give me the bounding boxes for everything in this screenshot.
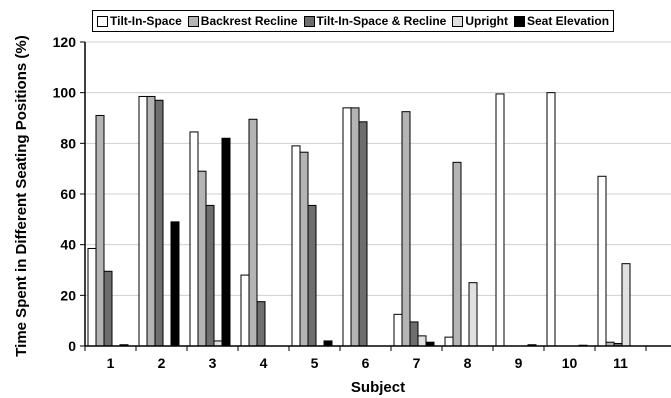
bar-seat-elevation-subject-3 bbox=[221, 137, 231, 347]
bar-upright-subject-7 bbox=[417, 335, 427, 347]
bar-tilt-in-space-subject-6 bbox=[342, 107, 352, 347]
y-tick-label: 0 bbox=[68, 338, 76, 354]
x-tick-label: 1 bbox=[107, 355, 115, 371]
bar-backrest-recline-subject-3 bbox=[197, 170, 207, 347]
y-tick-labels: 0 20 40 60 80 100 120 bbox=[53, 34, 77, 354]
y-tick-label: 80 bbox=[60, 135, 76, 151]
bar-tilt-in-space-recline-subject-4 bbox=[256, 301, 266, 347]
bar-tilt-in-space-subject-7 bbox=[393, 313, 403, 347]
bar-tilt-in-space-subject-11 bbox=[597, 175, 607, 347]
bar-tilt-in-space-recline-subject-7 bbox=[409, 321, 419, 347]
bar-tilt-in-space-recline-subject-1 bbox=[103, 270, 113, 347]
bar-tilt-in-space-subject-5 bbox=[291, 145, 301, 347]
x-tick-label: 10 bbox=[562, 355, 578, 371]
legend-label: Backrest Recline bbox=[200, 14, 298, 28]
bar-tilt-in-space-subject-2 bbox=[138, 95, 148, 347]
y-axis-title: Time Spent in Different Seating Position… bbox=[13, 35, 30, 356]
bar-upright-subject-11 bbox=[621, 263, 631, 347]
bar-backrest-recline-subject-8 bbox=[452, 161, 462, 347]
legend-swatch bbox=[514, 15, 525, 27]
bar-backrest-recline-subject-7 bbox=[401, 111, 411, 347]
x-tick-label: 4 bbox=[260, 355, 268, 371]
x-tick-label: 3 bbox=[209, 355, 217, 371]
legend-label: Tilt-In-Space & Recline bbox=[316, 14, 447, 28]
bars-group bbox=[87, 92, 631, 347]
x-tick-label: 2 bbox=[158, 355, 166, 371]
y-tick-label: 120 bbox=[53, 34, 77, 50]
y-tick-label: 40 bbox=[60, 237, 76, 253]
legend-swatch bbox=[97, 15, 108, 27]
bar-backrest-recline-subject-5 bbox=[299, 151, 309, 347]
legend: Tilt-In-Space Backrest Recline Tilt-In-Spa… bbox=[92, 10, 615, 32]
x-tick-labels: 1 2 3 4 5 6 7 8 9 10 11 bbox=[107, 355, 629, 371]
bar-tilt-in-space-subject-10 bbox=[546, 92, 556, 347]
legend-swatch bbox=[303, 15, 315, 27]
y-tick-label: 100 bbox=[53, 85, 77, 101]
bar-tilt-in-space-subject-8 bbox=[444, 336, 454, 347]
legend-item: Backrest Recline bbox=[187, 14, 298, 28]
x-tick-label: 8 bbox=[464, 355, 472, 371]
gridlines bbox=[85, 41, 671, 296]
bar-seat-elevation-subject-2 bbox=[170, 221, 180, 347]
x-tick-label: 6 bbox=[362, 355, 370, 371]
legend-item: Tilt-In-Space bbox=[97, 14, 182, 28]
x-tick-label: 11 bbox=[613, 355, 628, 371]
bar-tilt-in-space-recline-subject-2 bbox=[154, 99, 164, 347]
legend-swatch bbox=[187, 15, 199, 27]
bar-backrest-recline-subject-6 bbox=[350, 107, 360, 347]
bar-tilt-in-space-subject-9 bbox=[495, 93, 505, 347]
x-tick-label: 5 bbox=[311, 355, 319, 371]
y-tick-label: 60 bbox=[60, 186, 76, 202]
legend-label: Seat Elevation bbox=[527, 14, 610, 28]
legend-swatch bbox=[452, 15, 464, 27]
legend-label: Tilt-In-Space bbox=[110, 14, 182, 28]
x-tick-label: 7 bbox=[413, 355, 421, 371]
bar-tilt-in-space-subject-3 bbox=[189, 131, 199, 347]
x-tick-label: 9 bbox=[515, 355, 523, 371]
x-axis-title: Subject bbox=[351, 379, 405, 396]
legend-item: Upright bbox=[452, 14, 508, 28]
axes bbox=[80, 41, 671, 351]
bar-upright-subject-8 bbox=[468, 282, 478, 347]
bar-tilt-in-space-recline-subject-5 bbox=[307, 204, 317, 347]
legend-item: Tilt-In-Space & Recline bbox=[303, 14, 447, 28]
legend-label: Upright bbox=[465, 14, 508, 28]
bar-upright-subject-3 bbox=[213, 340, 223, 347]
bar-tilt-in-space-subject-1 bbox=[87, 247, 97, 347]
legend-item: Seat Elevation bbox=[514, 14, 609, 28]
bar-backrest-recline-subject-2 bbox=[146, 95, 156, 347]
bar-backrest-recline-subject-1 bbox=[95, 114, 105, 347]
bar-tilt-in-space-subject-4 bbox=[240, 274, 250, 347]
y-tick-label: 20 bbox=[60, 287, 76, 303]
bar-backrest-recline-subject-4 bbox=[248, 118, 258, 347]
bar-tilt-in-space-recline-subject-6 bbox=[358, 121, 368, 347]
bar-seat-elevation-subject-5 bbox=[323, 340, 333, 347]
bar-tilt-in-space-recline-subject-3 bbox=[205, 204, 215, 347]
